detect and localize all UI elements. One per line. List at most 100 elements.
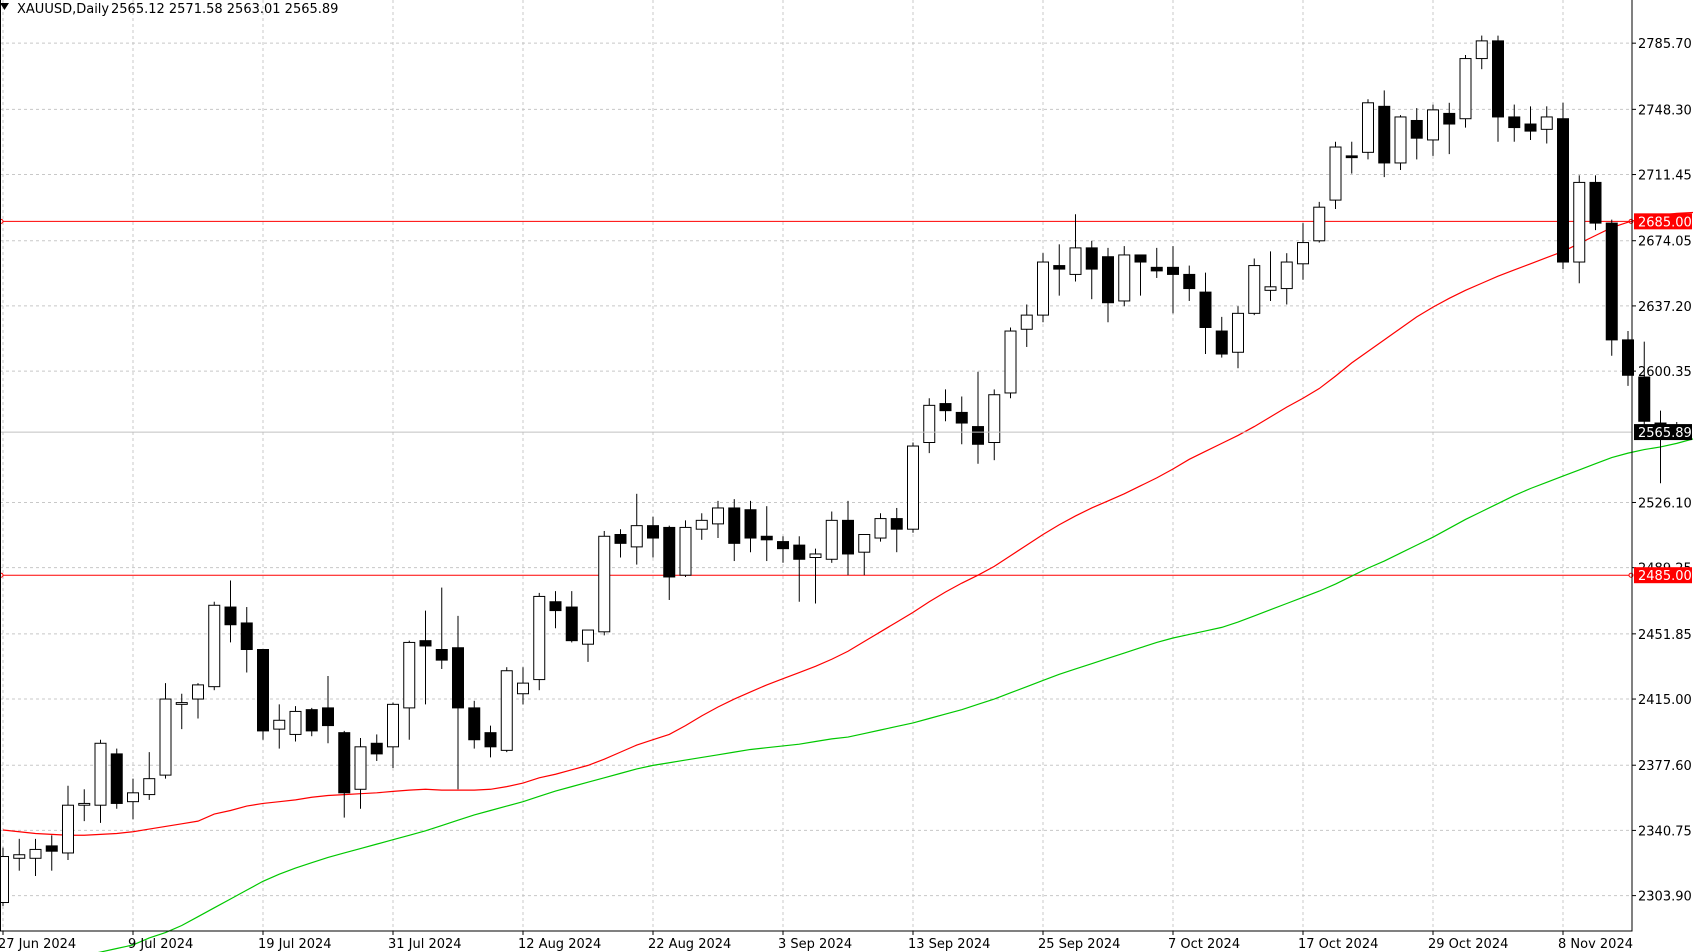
x-tick-label: 22 Aug 2024 <box>648 937 731 952</box>
horizontal-levels[interactable] <box>0 218 1634 578</box>
candle-body-bearish <box>647 525 659 539</box>
candle-body-bullish <box>679 526 692 576</box>
candle-body-bearish <box>793 544 806 560</box>
plot-frame <box>0 0 1633 932</box>
price-tags: 2685.00 2485.00 2565.89 <box>1634 213 1692 584</box>
level-price-tag-text: 2685.00 <box>1638 215 1692 230</box>
candle-body-bearish <box>484 732 497 748</box>
candle-body-bullish <box>1264 286 1277 291</box>
candle-body-bearish <box>1199 291 1212 328</box>
candle-body-bullish <box>500 670 513 751</box>
candle-body-bullish <box>1037 261 1049 316</box>
candle-body-bullish <box>695 519 708 530</box>
candle-body-bearish <box>257 649 269 732</box>
candle-body-bullish <box>1394 116 1407 164</box>
candle-body-bearish <box>452 647 464 709</box>
x-tick-label: 12 Aug 2024 <box>518 937 601 952</box>
candle-body-bearish <box>45 845 58 852</box>
candle-body-bullish <box>94 742 107 806</box>
moving-averages <box>2 211 1694 952</box>
candle-body-bullish <box>1004 330 1017 394</box>
level-price-tag-text: 2485.00 <box>1638 569 1692 584</box>
candle-body-bearish <box>1102 256 1114 304</box>
candle-body-bearish <box>1167 266 1179 275</box>
candle-body-bearish <box>1345 155 1358 159</box>
candle-body-bearish <box>549 601 562 612</box>
candle-body-bullish <box>1427 109 1439 141</box>
symbol-label: XAUUSD,Daily <box>17 2 109 17</box>
candle-body-bullish <box>289 710 302 735</box>
candle-body-bearish <box>890 518 903 530</box>
candle-body-bullish <box>387 703 399 748</box>
candle-body-bullish <box>874 518 887 539</box>
candle-body-bullish <box>1069 247 1082 275</box>
chart-header: XAUUSD,Daily 2565.12 2571.58 2563.01 256… <box>0 2 338 17</box>
x-tick-label: 13 Sep 2024 <box>908 937 990 952</box>
candle-body-bullish <box>62 804 74 854</box>
candle-body-bullish <box>1362 102 1374 153</box>
candle-body-bearish <box>955 411 968 424</box>
y-tick-label: 2415.00 <box>1638 693 1692 708</box>
candle-body-bullish <box>1573 181 1586 263</box>
candle-body-bearish <box>1410 119 1423 139</box>
candle-body-bearish <box>1524 123 1537 132</box>
x-tick-label: 17 Oct 2024 <box>1298 937 1378 952</box>
candle-body-bullish <box>712 507 724 525</box>
candle-body-bearish <box>663 526 676 578</box>
candle-body-bearish <box>240 622 253 651</box>
candle-body-bearish <box>842 519 854 555</box>
candle-body-bullish <box>533 595 546 681</box>
x-tick-label: 31 Jul 2024 <box>388 937 462 952</box>
candle-body-bearish <box>1622 339 1634 376</box>
candle-body-bearish <box>972 426 984 445</box>
time-axis[interactable]: 27 Jun 2024 9 Jul 2024 19 Jul 2024 31 Jul 2… <box>0 931 1633 952</box>
candle-body-bearish <box>322 707 334 727</box>
x-tick-label: 25 Sep 2024 <box>1038 937 1120 952</box>
candle-body-bearish <box>1508 116 1521 129</box>
candle-body-bullish <box>159 698 172 776</box>
candle-body-bullish <box>403 641 416 709</box>
candle-body-bearish <box>939 403 952 412</box>
candle-body-bullish <box>517 682 529 695</box>
y-tick-label: 2748.30 <box>1638 103 1692 118</box>
candle-body-bullish <box>273 719 286 730</box>
candle-body-bearish <box>1150 266 1163 272</box>
candle-body-bearish <box>1215 330 1228 355</box>
candles <box>0 35 1683 907</box>
candle-body-bullish <box>13 854 26 859</box>
candle-body-bullish <box>1459 58 1472 120</box>
candle-body-bullish <box>143 778 156 796</box>
candle-body-bearish <box>1378 105 1391 164</box>
level-price-tag-bg <box>1634 213 1692 230</box>
candle-body-bullish <box>78 802 91 806</box>
candle-body-bearish <box>1053 265 1066 270</box>
candle-body-bearish <box>435 649 448 661</box>
moving-average-slow <box>97 438 1694 952</box>
candle-body-bearish <box>419 640 432 647</box>
x-tick-label: 9 Jul 2024 <box>128 937 193 952</box>
candle-body-bearish <box>1085 247 1098 270</box>
candle-body-bullish <box>1232 312 1244 353</box>
candle-body-bearish <box>468 707 481 741</box>
y-tick-label: 2785.70 <box>1638 37 1692 52</box>
last-price-tag-bg <box>1634 424 1692 441</box>
candle-body-bullish <box>1297 242 1309 265</box>
x-tick-label: 7 Oct 2024 <box>1168 937 1240 952</box>
candle-body-bearish <box>1589 181 1602 224</box>
candle-body-bullish <box>923 404 936 443</box>
x-tick-label: 19 Jul 2024 <box>258 937 332 952</box>
y-tick-label: 2600.35 <box>1638 365 1692 380</box>
y-tick-label: 2526.10 <box>1638 496 1692 511</box>
level-price-tag-bg <box>1634 567 1692 584</box>
candle-body-bullish <box>1475 40 1488 60</box>
x-tick-label: 27 Jun 2024 <box>0 937 76 952</box>
candle-body-bearish <box>777 541 789 550</box>
candle-body-bullish <box>598 535 611 633</box>
y-tick-label: 2303.90 <box>1638 890 1692 905</box>
price-axis[interactable]: 2785.70 2748.30 2711.45 2674.05 2637.20 2600.… <box>1632 37 1692 905</box>
candle-body-bullish <box>127 792 139 803</box>
dropdown-triangle-icon[interactable] <box>0 3 9 10</box>
candle-body-bullish <box>1280 261 1293 290</box>
